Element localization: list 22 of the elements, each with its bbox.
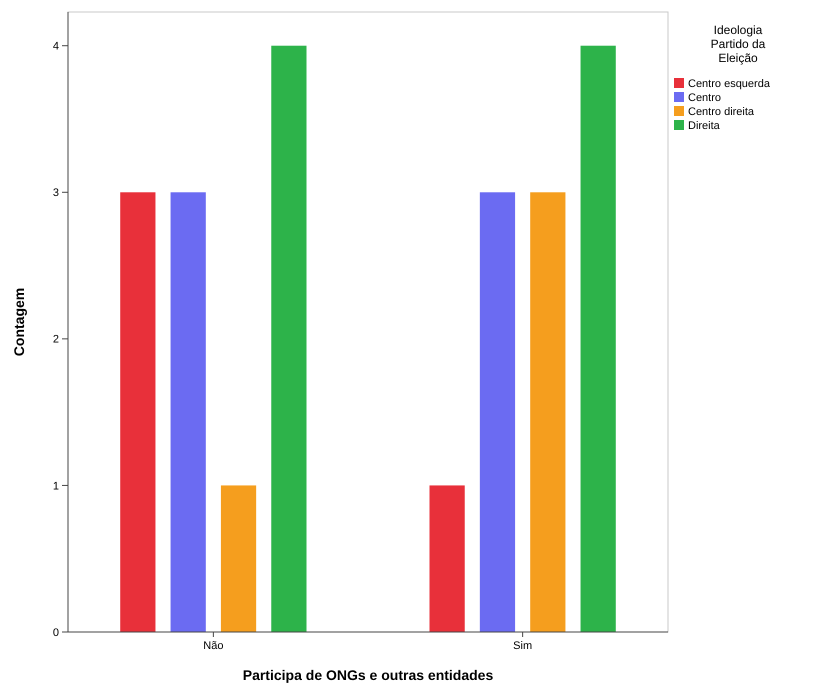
legend-title: Ideologia Partido da Eleição <box>710 23 766 65</box>
y-axis-title: Contagem <box>11 288 27 356</box>
bar <box>480 192 516 632</box>
x-tick-label: Sim <box>513 640 532 652</box>
legend-label: Direita <box>688 120 721 132</box>
bar <box>271 46 307 632</box>
bar <box>220 485 256 632</box>
legend-label: Centro esquerda <box>688 78 771 90</box>
bar <box>580 46 616 632</box>
bar <box>120 192 156 632</box>
x-axis-title: Participa de ONGs e outras entidades <box>242 667 494 683</box>
legend-label: Centro direita <box>688 106 755 118</box>
y-tick-label: 4 <box>52 40 59 53</box>
bar <box>170 192 206 632</box>
y-tick-label: 2 <box>52 334 59 346</box>
y-tick-label: 1 <box>52 480 59 492</box>
x-tick-label: Não <box>203 640 224 652</box>
bar <box>530 192 566 632</box>
y-tick-label: 3 <box>52 187 59 200</box>
bar <box>429 485 465 632</box>
y-tick-label: 0 <box>52 626 59 639</box>
legend-label: Centro <box>688 92 722 104</box>
